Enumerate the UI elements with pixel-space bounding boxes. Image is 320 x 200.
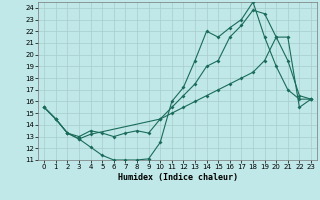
X-axis label: Humidex (Indice chaleur): Humidex (Indice chaleur) (118, 173, 238, 182)
